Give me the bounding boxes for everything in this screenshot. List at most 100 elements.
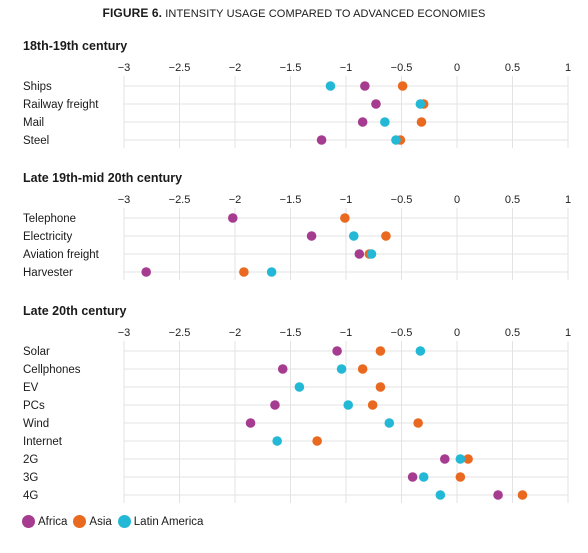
category-label: Mail xyxy=(23,117,44,129)
panel-title: Late 19th-mid 20th century xyxy=(23,171,182,185)
legend-label-africa: Africa xyxy=(38,515,68,528)
data-point-asia xyxy=(463,454,473,464)
figure-label: FIGURE 6. xyxy=(102,6,163,20)
x-tick-label: 0 xyxy=(454,327,460,339)
x-tick-label: 0 xyxy=(454,62,460,74)
data-point-latin-america xyxy=(455,454,466,464)
data-point-africa xyxy=(227,213,238,223)
data-point-africa xyxy=(493,490,503,500)
data-point-asia xyxy=(517,490,528,500)
x-tick-label: 0.5 xyxy=(505,62,520,74)
category-label: Railway freight xyxy=(23,99,99,111)
data-point-latin-america xyxy=(366,249,377,259)
data-point-latin-america xyxy=(415,99,426,109)
category-label: Internet xyxy=(23,436,63,448)
x-tick-label: −0.5 xyxy=(391,327,413,339)
data-point-latin-america xyxy=(380,117,390,127)
data-point-asia xyxy=(375,346,386,356)
legend-item-africa: Africa xyxy=(22,515,67,528)
x-tick-label: −1.5 xyxy=(280,194,302,206)
figure-title: FIGURE 6. INTENSITY USAGE COMPARED TO AD… xyxy=(0,6,588,20)
x-tick-label: 1 xyxy=(565,62,571,74)
data-point-asia xyxy=(239,267,249,277)
x-tick-label: −3 xyxy=(118,327,131,339)
category-label: 4G xyxy=(23,490,38,502)
data-point-africa xyxy=(277,364,288,374)
x-tick-label: −1 xyxy=(340,194,353,206)
legend-item-asia: Asia xyxy=(73,515,112,528)
data-point-africa xyxy=(270,400,280,410)
x-tick-label: 1 xyxy=(565,194,571,206)
category-label: Wind xyxy=(23,418,49,430)
legend-swatch-africa xyxy=(22,515,35,528)
category-label: EV xyxy=(23,382,39,394)
panel-title: 18th-19th century xyxy=(23,39,127,53)
data-point-asia xyxy=(367,400,378,410)
data-point-asia xyxy=(357,364,368,374)
x-tick-label: −2.5 xyxy=(169,327,191,339)
category-label: Electricity xyxy=(23,231,72,243)
x-tick-label: −2 xyxy=(229,327,242,339)
category-label: 2G xyxy=(23,454,38,466)
data-point-africa xyxy=(141,267,151,277)
category-label: Aviation freight xyxy=(23,249,100,261)
x-tick-label: −2.5 xyxy=(169,194,191,206)
legend-swatch-asia xyxy=(73,515,87,528)
data-point-latin-america xyxy=(391,135,401,145)
data-point-latin-america xyxy=(336,364,347,374)
x-tick-label: −3 xyxy=(118,194,131,206)
x-tick-label: −2 xyxy=(229,194,242,206)
data-point-latin-america xyxy=(348,231,359,241)
data-point-africa xyxy=(332,346,342,356)
data-point-asia xyxy=(340,213,350,223)
x-tick-label: −2 xyxy=(229,62,242,74)
data-point-latin-america xyxy=(418,472,429,482)
data-point-africa xyxy=(354,249,365,259)
category-label: Cellphones xyxy=(23,364,81,376)
data-point-africa xyxy=(439,454,450,464)
data-point-latin-america xyxy=(415,346,426,356)
data-point-africa xyxy=(316,135,327,145)
data-point-asia xyxy=(375,382,386,392)
legend: Africa Asia Latin America xyxy=(22,515,209,528)
data-point-asia xyxy=(416,117,427,127)
data-point-latin-america xyxy=(384,418,395,428)
x-tick-label: −1.5 xyxy=(280,327,302,339)
x-tick-label: 0.5 xyxy=(505,194,520,206)
legend-swatch-latin-america xyxy=(117,515,131,528)
category-label: PCs xyxy=(23,400,45,412)
x-tick-label: −1.5 xyxy=(280,62,302,74)
data-point-latin-america xyxy=(272,436,282,446)
category-label: Harvester xyxy=(23,267,73,279)
x-tick-label: −1 xyxy=(340,327,353,339)
data-point-asia xyxy=(397,81,408,91)
x-tick-label: −0.5 xyxy=(391,62,413,74)
x-tick-label: 0.5 xyxy=(505,327,520,339)
data-point-africa xyxy=(306,231,317,241)
data-point-africa xyxy=(357,117,368,127)
legend-label-asia: Asia xyxy=(89,515,112,528)
data-point-asia xyxy=(455,472,466,482)
legend-item-latin-america: Latin America xyxy=(117,515,204,528)
data-point-africa xyxy=(360,81,370,91)
x-tick-label: −2.5 xyxy=(169,62,191,74)
category-label: Solar xyxy=(23,346,50,358)
data-point-africa xyxy=(245,418,256,428)
category-label: Steel xyxy=(23,135,49,147)
x-tick-label: 1 xyxy=(565,327,571,339)
x-tick-label: −3 xyxy=(118,62,131,74)
data-point-asia xyxy=(413,418,423,428)
x-tick-label: 0 xyxy=(454,194,460,206)
data-point-latin-america xyxy=(343,400,354,410)
figure-title-text: INTENSITY USAGE COMPARED TO ADVANCED ECO… xyxy=(165,8,486,20)
category-label: Ships xyxy=(23,81,52,93)
category-label: 3G xyxy=(23,472,38,484)
data-point-latin-america xyxy=(294,382,305,392)
legend-label-latin-america: Latin America xyxy=(133,515,204,528)
panel-title: Late 20th century xyxy=(23,304,127,318)
data-point-latin-america xyxy=(266,267,277,277)
x-tick-label: −0.5 xyxy=(391,194,413,206)
data-point-asia xyxy=(312,436,322,446)
data-point-africa xyxy=(407,472,418,482)
